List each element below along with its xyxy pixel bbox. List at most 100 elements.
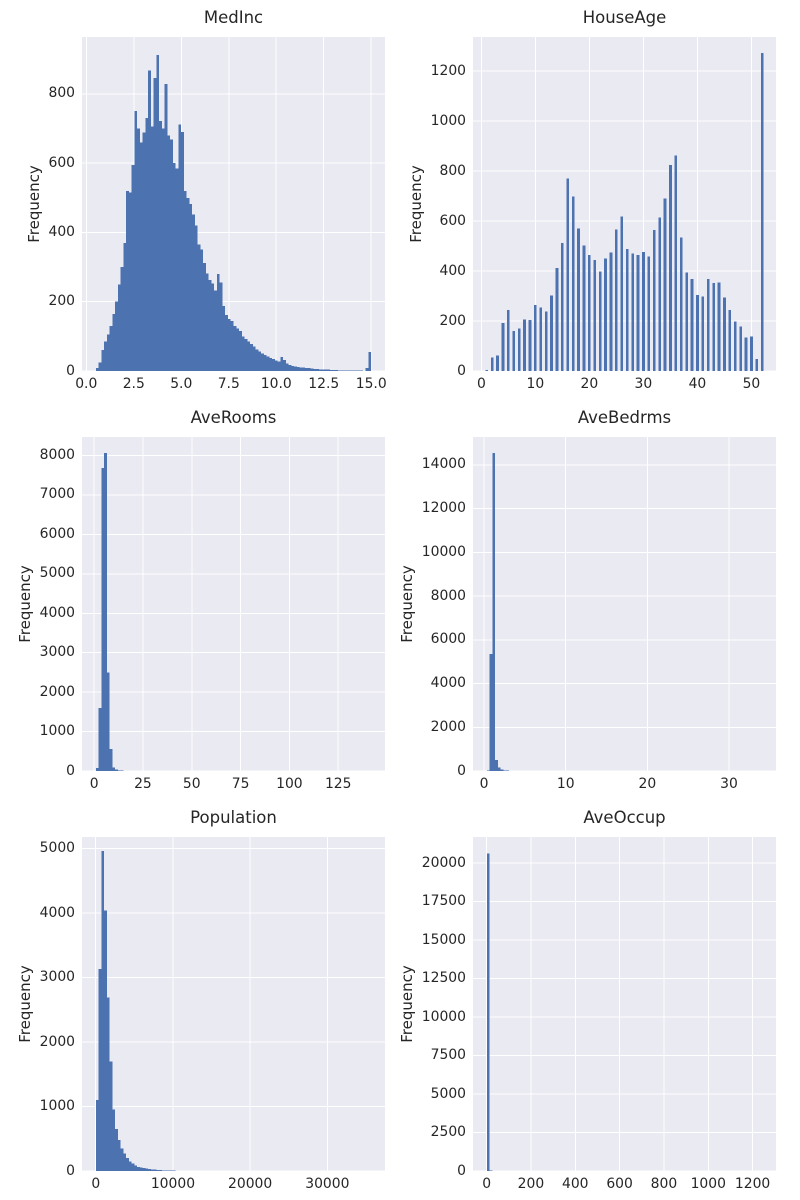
- y-tick-label: 7000: [39, 486, 75, 503]
- histogram-bar: [647, 256, 651, 371]
- histogram-bar: [117, 770, 121, 771]
- x-tick-label: 2.5: [122, 376, 145, 392]
- x-tick-label: 0: [476, 376, 486, 392]
- histogram-bar: [723, 297, 726, 371]
- y-tick-label: 1000: [39, 1098, 75, 1115]
- x-tick-label: 25: [134, 776, 152, 792]
- histogram-bar: [183, 190, 187, 371]
- histogram-bar: [733, 321, 737, 371]
- histogram-bar: [294, 366, 297, 371]
- chart-title-averooms: AveRooms: [190, 408, 277, 427]
- histogram-bar: [252, 346, 256, 371]
- y-tick-label: 0: [66, 362, 75, 379]
- y-tick-label: 15000: [421, 931, 466, 948]
- histogram-bar: [95, 1100, 99, 1171]
- histogram-bar: [625, 249, 629, 371]
- y-tick-label: 8000: [430, 587, 466, 604]
- x-tick-label: 12.5: [308, 376, 340, 392]
- x-tick-label: 30: [720, 776, 738, 792]
- histogram-bar: [148, 1169, 151, 1171]
- chart-title-houseage: HouseAge: [582, 8, 667, 27]
- subplot-population: Population Frequency 0 10000 20000 30000 0 10…: [0, 800, 400, 1200]
- histogram-bar: [153, 1169, 157, 1171]
- y-tick-label: 600: [48, 154, 75, 171]
- y-tick-label: 0: [66, 1162, 75, 1179]
- histogram-bar: [239, 331, 242, 371]
- x-tick-label: 0: [482, 1176, 492, 1192]
- histogram-bar: [159, 120, 162, 371]
- x-tick-label: 20000: [228, 1176, 273, 1192]
- x-tick-label: 10: [526, 376, 545, 392]
- y-tick-label: 20000: [421, 854, 466, 871]
- histogram-bar: [744, 337, 748, 371]
- y-tick-label: 0: [457, 762, 466, 779]
- histogram-bar: [115, 1129, 118, 1171]
- y-tick-label: 0: [457, 362, 466, 379]
- y-tick-label: 17500: [421, 893, 466, 910]
- histogram-bar: [305, 368, 308, 371]
- plot-area: [82, 37, 385, 371]
- subplot-aveoccup: AveOccup Frequency 0 200 400 600 800 1000 1200…: [398, 800, 800, 1200]
- histogram-bar: [588, 254, 591, 371]
- plot-area: [473, 437, 776, 771]
- y-tick-label: 2000: [39, 683, 75, 700]
- histogram-bar: [247, 341, 251, 371]
- histogram-bar: [296, 366, 300, 371]
- y-tick-label: 10000: [421, 1008, 466, 1025]
- histogram-bar: [332, 369, 336, 371]
- x-tick-label: 30: [634, 376, 653, 392]
- y-tick-label: 800: [439, 162, 466, 179]
- histogram-bar: [109, 1061, 113, 1171]
- y-tick-label: 400: [48, 223, 75, 240]
- x-tick-label: 0: [479, 776, 489, 792]
- histogram-bar: [307, 368, 311, 371]
- y-tick-label: 1200: [430, 62, 466, 79]
- histogram-bar: [95, 768, 99, 771]
- x-tick-label: 0: [91, 1176, 101, 1192]
- histogram-bar: [112, 767, 116, 771]
- y-tick-label: 4000: [39, 904, 75, 921]
- x-tick-label: 50: [742, 376, 761, 392]
- y-tick-label: 14000: [421, 456, 466, 473]
- histogram-bar: [343, 370, 347, 371]
- plot-area: [82, 437, 385, 771]
- histogram-bar: [128, 1161, 132, 1171]
- histogram-bar: [123, 1153, 127, 1171]
- x-tick-label: 100: [276, 776, 303, 792]
- histogram-bar: [310, 368, 314, 371]
- histogram-bar: [175, 168, 179, 371]
- histogram-bar: [189, 204, 193, 371]
- histogram-bar: [104, 341, 107, 371]
- subplot-avebedrms: AveBedrms Frequency 0 10 20 30 0 2000 4000 6000…: [398, 400, 800, 800]
- histogram-bar: [123, 242, 127, 371]
- histogram-bar: [523, 319, 526, 371]
- histogram-bar: [489, 654, 493, 771]
- x-tick-label: 0: [89, 776, 99, 792]
- x-tick-label: 7.5: [217, 376, 240, 392]
- histogram-bar: [321, 369, 325, 371]
- histogram-bar: [145, 118, 149, 371]
- histogram-bar: [164, 84, 168, 371]
- histogram-bar: [593, 260, 597, 371]
- histogram-bar: [620, 216, 624, 371]
- histogram-bar: [327, 369, 330, 371]
- histogram-bar: [486, 770, 490, 771]
- histogram-bar: [329, 369, 333, 371]
- chart-title-aveoccup: AveOccup: [583, 808, 666, 827]
- histogram-bar: [117, 284, 121, 371]
- histogram-bar: [186, 197, 190, 371]
- histogram-bar: [615, 229, 618, 371]
- y-tick-label: 5000: [39, 565, 75, 582]
- y-tick-label: 5000: [39, 840, 75, 857]
- histogram-bar: [250, 343, 253, 371]
- histogram-bar: [104, 453, 107, 771]
- histogram-bar: [690, 279, 694, 371]
- histogram-bar: [104, 910, 107, 1171]
- x-tick-label: 600: [606, 1176, 633, 1192]
- histogram-bar: [272, 358, 275, 371]
- histogram-bar: [263, 355, 267, 371]
- histogram-bar: [208, 280, 212, 371]
- histogram-bar: [194, 225, 198, 371]
- histogram-bar: [490, 357, 494, 371]
- y-tick-label: 0: [66, 762, 75, 779]
